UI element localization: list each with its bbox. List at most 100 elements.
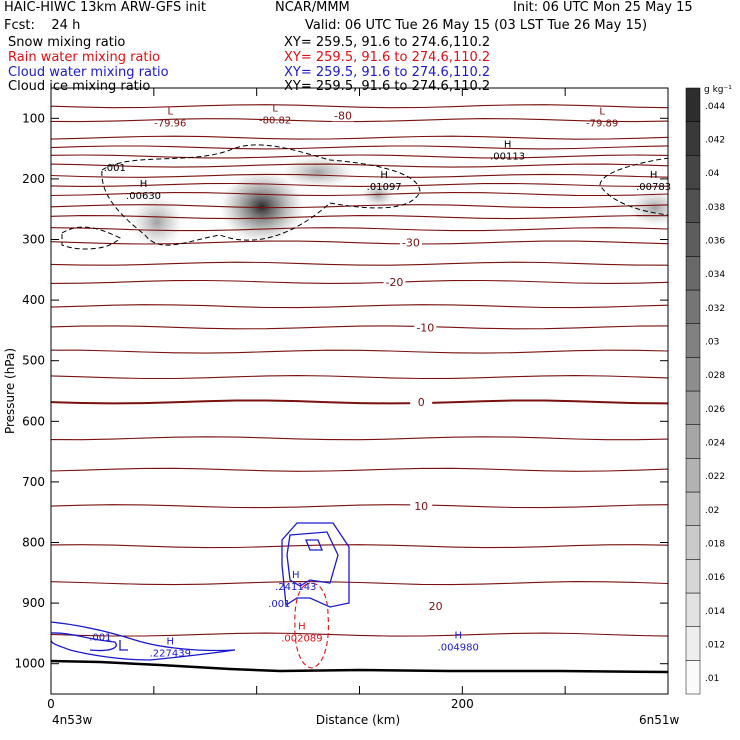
extremum-value: .002089 (281, 633, 322, 644)
extremum-marker: L (167, 106, 173, 117)
isotherm-label: 20 (429, 600, 443, 613)
colorbar-swatch (685, 87, 701, 122)
cloud-water-contour-low1 (51, 621, 236, 661)
field-cloudice-name: Cloud ice mixing ratio (8, 79, 151, 94)
isotherm-line (51, 436, 668, 441)
field-snow-xy: XY= 259.5, 91.6 to 274.6,110.2 (284, 35, 491, 50)
y-tick-label: 600 (22, 414, 45, 428)
isotherm-line (51, 467, 668, 472)
extremum-marker: H (650, 170, 658, 181)
colorbar-swatch (685, 525, 701, 560)
isotherm-label-bg (399, 236, 422, 249)
isotherm-line (51, 192, 668, 197)
snow-contour-left (61, 226, 121, 250)
cloud-water-contour-low3 (119, 640, 128, 651)
extremum-value: .00113 (490, 152, 525, 163)
colorbar-swatch (685, 458, 701, 493)
colorbar-swatch (685, 424, 701, 459)
y-tick-label: 300 (22, 233, 45, 247)
header-init: Init: 06 UTC Mon 25 May 15 (513, 0, 693, 15)
isotherm-label: -30 (402, 237, 420, 250)
extremum-marker: H (298, 621, 306, 632)
colorbar-label: .042 (705, 136, 725, 146)
extremum-value: .227439 (150, 649, 191, 660)
y-tick-label: 900 (22, 596, 45, 610)
extremum-marker: H (167, 637, 175, 648)
extremum-value: -80.82 (259, 115, 291, 126)
chart-labels: -80-30-20-1001020L-79.96L-80.82L-79.89H.… (89, 103, 671, 659)
contour-label: .001 (89, 632, 111, 643)
isotherm-line (51, 227, 668, 232)
colorbar-label: .03 (705, 338, 719, 348)
rain-contours (294, 582, 329, 669)
rain-contour (294, 582, 329, 669)
extremum-marker: H (140, 179, 148, 190)
snow-contour-right (599, 157, 668, 216)
colorbar-swatch (685, 491, 701, 526)
isotherm-line (51, 154, 668, 159)
colorbar-swatch (685, 256, 701, 291)
x-tick-label: 200 (451, 697, 474, 711)
snow-contours (61, 144, 668, 250)
colorbar-swatch (685, 559, 701, 594)
colorbar-label: .04 (705, 169, 720, 179)
isotherm-line (51, 279, 668, 284)
field-cloudwater-name: Cloud water mixing ratio (8, 65, 169, 80)
contour-label: .001 (104, 163, 126, 174)
extremum-value: .01097 (367, 182, 402, 193)
isotherm-label: -10 (416, 321, 434, 334)
colorbar-swatch (685, 222, 701, 257)
extremum-value: .004980 (438, 642, 479, 653)
isotherm-line (51, 163, 668, 168)
extremum-value: .00630 (126, 191, 161, 202)
colorbar-swatch (685, 323, 701, 358)
isotherm-line (51, 325, 668, 330)
cloud-water-contour-outer (281, 522, 350, 608)
extremum-marker: H (454, 630, 462, 641)
isotherm-label: -20 (385, 276, 403, 289)
isotherm-label: -80 (334, 109, 352, 122)
field-rain-name: Rain water mixing ratio (8, 50, 161, 65)
extremum-value: -79.96 (154, 118, 186, 129)
colorbar-swatch (685, 390, 701, 425)
isotherm-line (51, 261, 668, 266)
x-axis-right-end-label: 6n51w (639, 713, 680, 727)
snow-contour-main (101, 144, 421, 246)
colorbar-swatch (685, 155, 701, 190)
colorbar-swatch (685, 188, 701, 223)
isotherm-line (51, 182, 668, 187)
isotherm-line (51, 135, 668, 140)
y-tick-label: 800 (22, 536, 45, 550)
isotherm-label-bg (410, 395, 433, 408)
colorbar-label: .022 (705, 472, 725, 482)
extremum-marker: H (292, 570, 300, 581)
isotherm-line (51, 544, 668, 549)
field-rain-xy: XY= 259.5, 91.6 to 274.6,110.2 (284, 50, 491, 65)
extremum-marker: L (599, 106, 605, 117)
header-valid: Valid: 06 UTC Tue 26 May 15 (03 LST Tue … (305, 18, 648, 33)
colorbar-label: .014 (705, 607, 725, 617)
cloud-water-contours (51, 522, 350, 661)
colorbar-swatch (685, 289, 701, 324)
colorbar-label: .034 (705, 270, 725, 280)
isotherm-line (51, 118, 668, 123)
colorbar-label: .02 (705, 506, 719, 516)
cloud-water-contour-inner (305, 539, 323, 551)
y-tick-label: 700 (22, 475, 45, 489)
x-tick-label: 0 (47, 697, 55, 711)
colorbar-label: .024 (705, 439, 725, 449)
isotherm-line (51, 581, 668, 586)
header-title: HAIC-HIWC 13km ARW-GFS init (4, 0, 206, 15)
colorbar-swatch (685, 592, 701, 627)
extremum-marker: L (272, 103, 278, 114)
isotherm-line (51, 173, 668, 178)
colorbar-swatch (685, 626, 701, 661)
y-tick-label: 200 (22, 172, 45, 186)
extremum-value: .241143 (275, 582, 316, 593)
isotherm-line (51, 304, 668, 309)
colorbar-label: .032 (705, 304, 725, 314)
isotherm-line (51, 632, 668, 637)
extremum-marker: H (504, 140, 512, 151)
